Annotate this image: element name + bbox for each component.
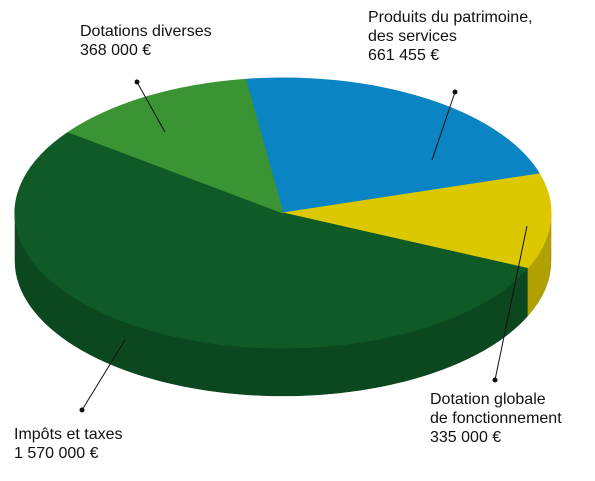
leader-line: [136, 81, 166, 133]
value-label: 661 455 €: [368, 47, 440, 64]
data-label: Dotations diverses 368 000 €: [80, 22, 212, 60]
pie-slice: [282, 173, 552, 269]
leader-dot: [492, 377, 498, 383]
leader-line: [81, 339, 126, 411]
leader-line: [431, 91, 456, 161]
data-label: Produits du patrimoine, des services 661 …: [368, 8, 533, 65]
value-label: 368 000 €: [80, 42, 152, 59]
leader-dot: [79, 407, 85, 413]
value-label: 335 000 €: [430, 429, 502, 446]
leader-dot: [134, 79, 140, 85]
category-label: Impôts et taxes: [14, 426, 123, 443]
leader-dot: [452, 89, 458, 95]
pie-slice: [67, 78, 284, 214]
pie-slice: [14, 131, 529, 349]
category-label: Dotation globale de fonctionnement: [430, 391, 562, 427]
category-label: Produits du patrimoine, des services: [368, 9, 533, 45]
category-label: Dotations diverses: [80, 23, 212, 40]
value-label: 1 570 000 €: [14, 445, 99, 462]
pie-slice: [245, 77, 541, 214]
data-label: Impôts et taxes 1 570 000 €: [14, 425, 123, 463]
leader-line: [494, 225, 528, 381]
data-label: Dotation globale de fonctionnement 335 00…: [430, 390, 562, 447]
